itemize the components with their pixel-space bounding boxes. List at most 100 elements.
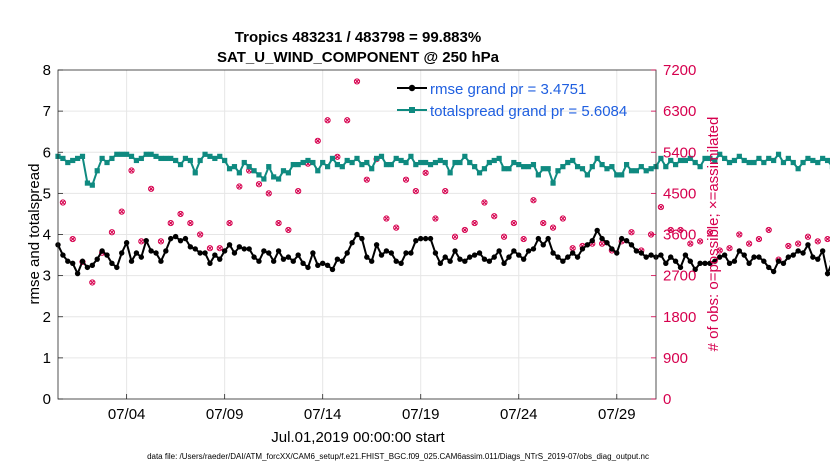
obs-possible-point xyxy=(118,208,125,215)
rmse-point xyxy=(697,260,703,266)
rmse-point xyxy=(177,237,184,244)
obs-possible-point xyxy=(353,78,361,85)
totalspread-point xyxy=(329,155,336,162)
obs-assimilated-point xyxy=(462,227,468,233)
rmse-point xyxy=(236,244,243,250)
totalspread-point xyxy=(467,159,473,166)
obs-possible-point xyxy=(530,197,537,204)
totalspread-point xyxy=(168,155,174,162)
obs-assimilated-point xyxy=(119,209,125,215)
totalspread-point xyxy=(712,157,718,164)
rmse-point xyxy=(618,235,625,242)
obs-assimilated-point xyxy=(413,188,419,194)
rmse-point xyxy=(359,235,365,242)
obs-assimilated-point xyxy=(393,225,399,231)
totalspread-point xyxy=(722,155,728,162)
rmse-point xyxy=(334,256,341,262)
obs-assimilated-point xyxy=(785,243,791,249)
totalspread-point xyxy=(790,159,796,166)
obs-possible-point xyxy=(187,219,194,227)
left-tick-label: 7 xyxy=(43,103,51,120)
obs-possible-point xyxy=(549,224,557,231)
totalspread-point xyxy=(560,164,566,170)
totalspread-point xyxy=(226,166,233,172)
right-tick-label: 5400 xyxy=(663,144,696,161)
rmse-point xyxy=(550,250,556,256)
rmse-point xyxy=(594,227,600,234)
totalspread-point xyxy=(545,166,551,172)
obs-assimilated-point xyxy=(697,238,703,244)
totalspread-point xyxy=(173,157,179,164)
totalspread-point xyxy=(251,168,257,174)
rmse-point xyxy=(280,256,287,262)
obs-possible-point xyxy=(324,117,331,124)
rmse-point xyxy=(457,256,463,262)
rmse-point xyxy=(643,254,649,260)
obs-possible-point xyxy=(471,219,478,227)
totalspread-point xyxy=(207,153,213,159)
obs-possible-point xyxy=(765,226,772,234)
rmse-point xyxy=(408,250,414,256)
totalspread-point xyxy=(687,155,693,162)
rmse-point xyxy=(545,235,551,242)
rmse-point xyxy=(712,258,718,264)
rmse-point xyxy=(565,254,571,260)
rmse-point xyxy=(447,258,453,264)
totalspread-point xyxy=(364,159,370,166)
obs-assimilated-point xyxy=(138,238,144,244)
rmse-point xyxy=(256,258,262,264)
rmse-point xyxy=(398,260,404,266)
rmse-point xyxy=(638,250,644,256)
rmse-point xyxy=(609,246,615,252)
obs-assimilated-point xyxy=(658,204,664,210)
rmse-point xyxy=(775,258,782,264)
totalspread-point xyxy=(785,155,791,162)
totalspread-point xyxy=(535,172,541,178)
rmse-point xyxy=(305,264,311,271)
rmse-point xyxy=(266,250,272,256)
rmse-point xyxy=(810,254,816,260)
rmse-point xyxy=(128,258,135,264)
rmse-point xyxy=(158,258,164,264)
rmse-point xyxy=(84,264,91,271)
totalspread-point xyxy=(266,164,272,170)
obs-assimilated-point xyxy=(60,200,66,205)
totalspread-point xyxy=(222,157,228,164)
rmse-point xyxy=(99,248,105,254)
obs-assimilated-point xyxy=(168,220,174,226)
obs-possible-point xyxy=(510,219,517,227)
chart-title: Tropics 483231 / 483798 = 99.883% xyxy=(235,29,481,46)
right-tick-label: 1800 xyxy=(663,309,696,326)
totalspread-point xyxy=(555,168,561,174)
rmse-point xyxy=(207,260,213,266)
obs-assimilated-point xyxy=(570,245,576,251)
obs-possible-point xyxy=(383,215,390,222)
totalspread-point xyxy=(673,161,679,168)
obs-possible-point xyxy=(393,224,400,231)
totalspread-point xyxy=(697,164,703,170)
rmse-point xyxy=(369,258,375,264)
footer-data-file: data file: /Users/raeder/DAI/ATM_forcXX/… xyxy=(147,452,649,461)
obs-assimilated-point xyxy=(315,138,321,144)
obs-possible-point xyxy=(726,245,733,252)
totalspread-point xyxy=(746,159,752,166)
obs-possible-point xyxy=(481,199,488,206)
totalspread-point xyxy=(202,151,208,157)
totalspread-point xyxy=(668,157,674,164)
totalspread-point xyxy=(516,161,522,168)
totalspread-point xyxy=(246,164,252,170)
rmse-point xyxy=(736,248,743,254)
rmse-point xyxy=(628,242,635,248)
obs-assimilated-point xyxy=(335,154,340,160)
rmse-point xyxy=(231,250,238,256)
totalspread-point xyxy=(736,153,742,159)
obs-possible-point xyxy=(716,247,723,254)
rmse-layer xyxy=(55,227,830,278)
rmse-point xyxy=(663,260,669,266)
totalspread-point xyxy=(432,159,439,166)
obs-possible-point xyxy=(285,226,292,234)
rmse-point xyxy=(819,248,826,254)
totalspread-point xyxy=(393,155,399,162)
rmse-point xyxy=(795,248,801,254)
obs-possible-point xyxy=(785,242,792,250)
